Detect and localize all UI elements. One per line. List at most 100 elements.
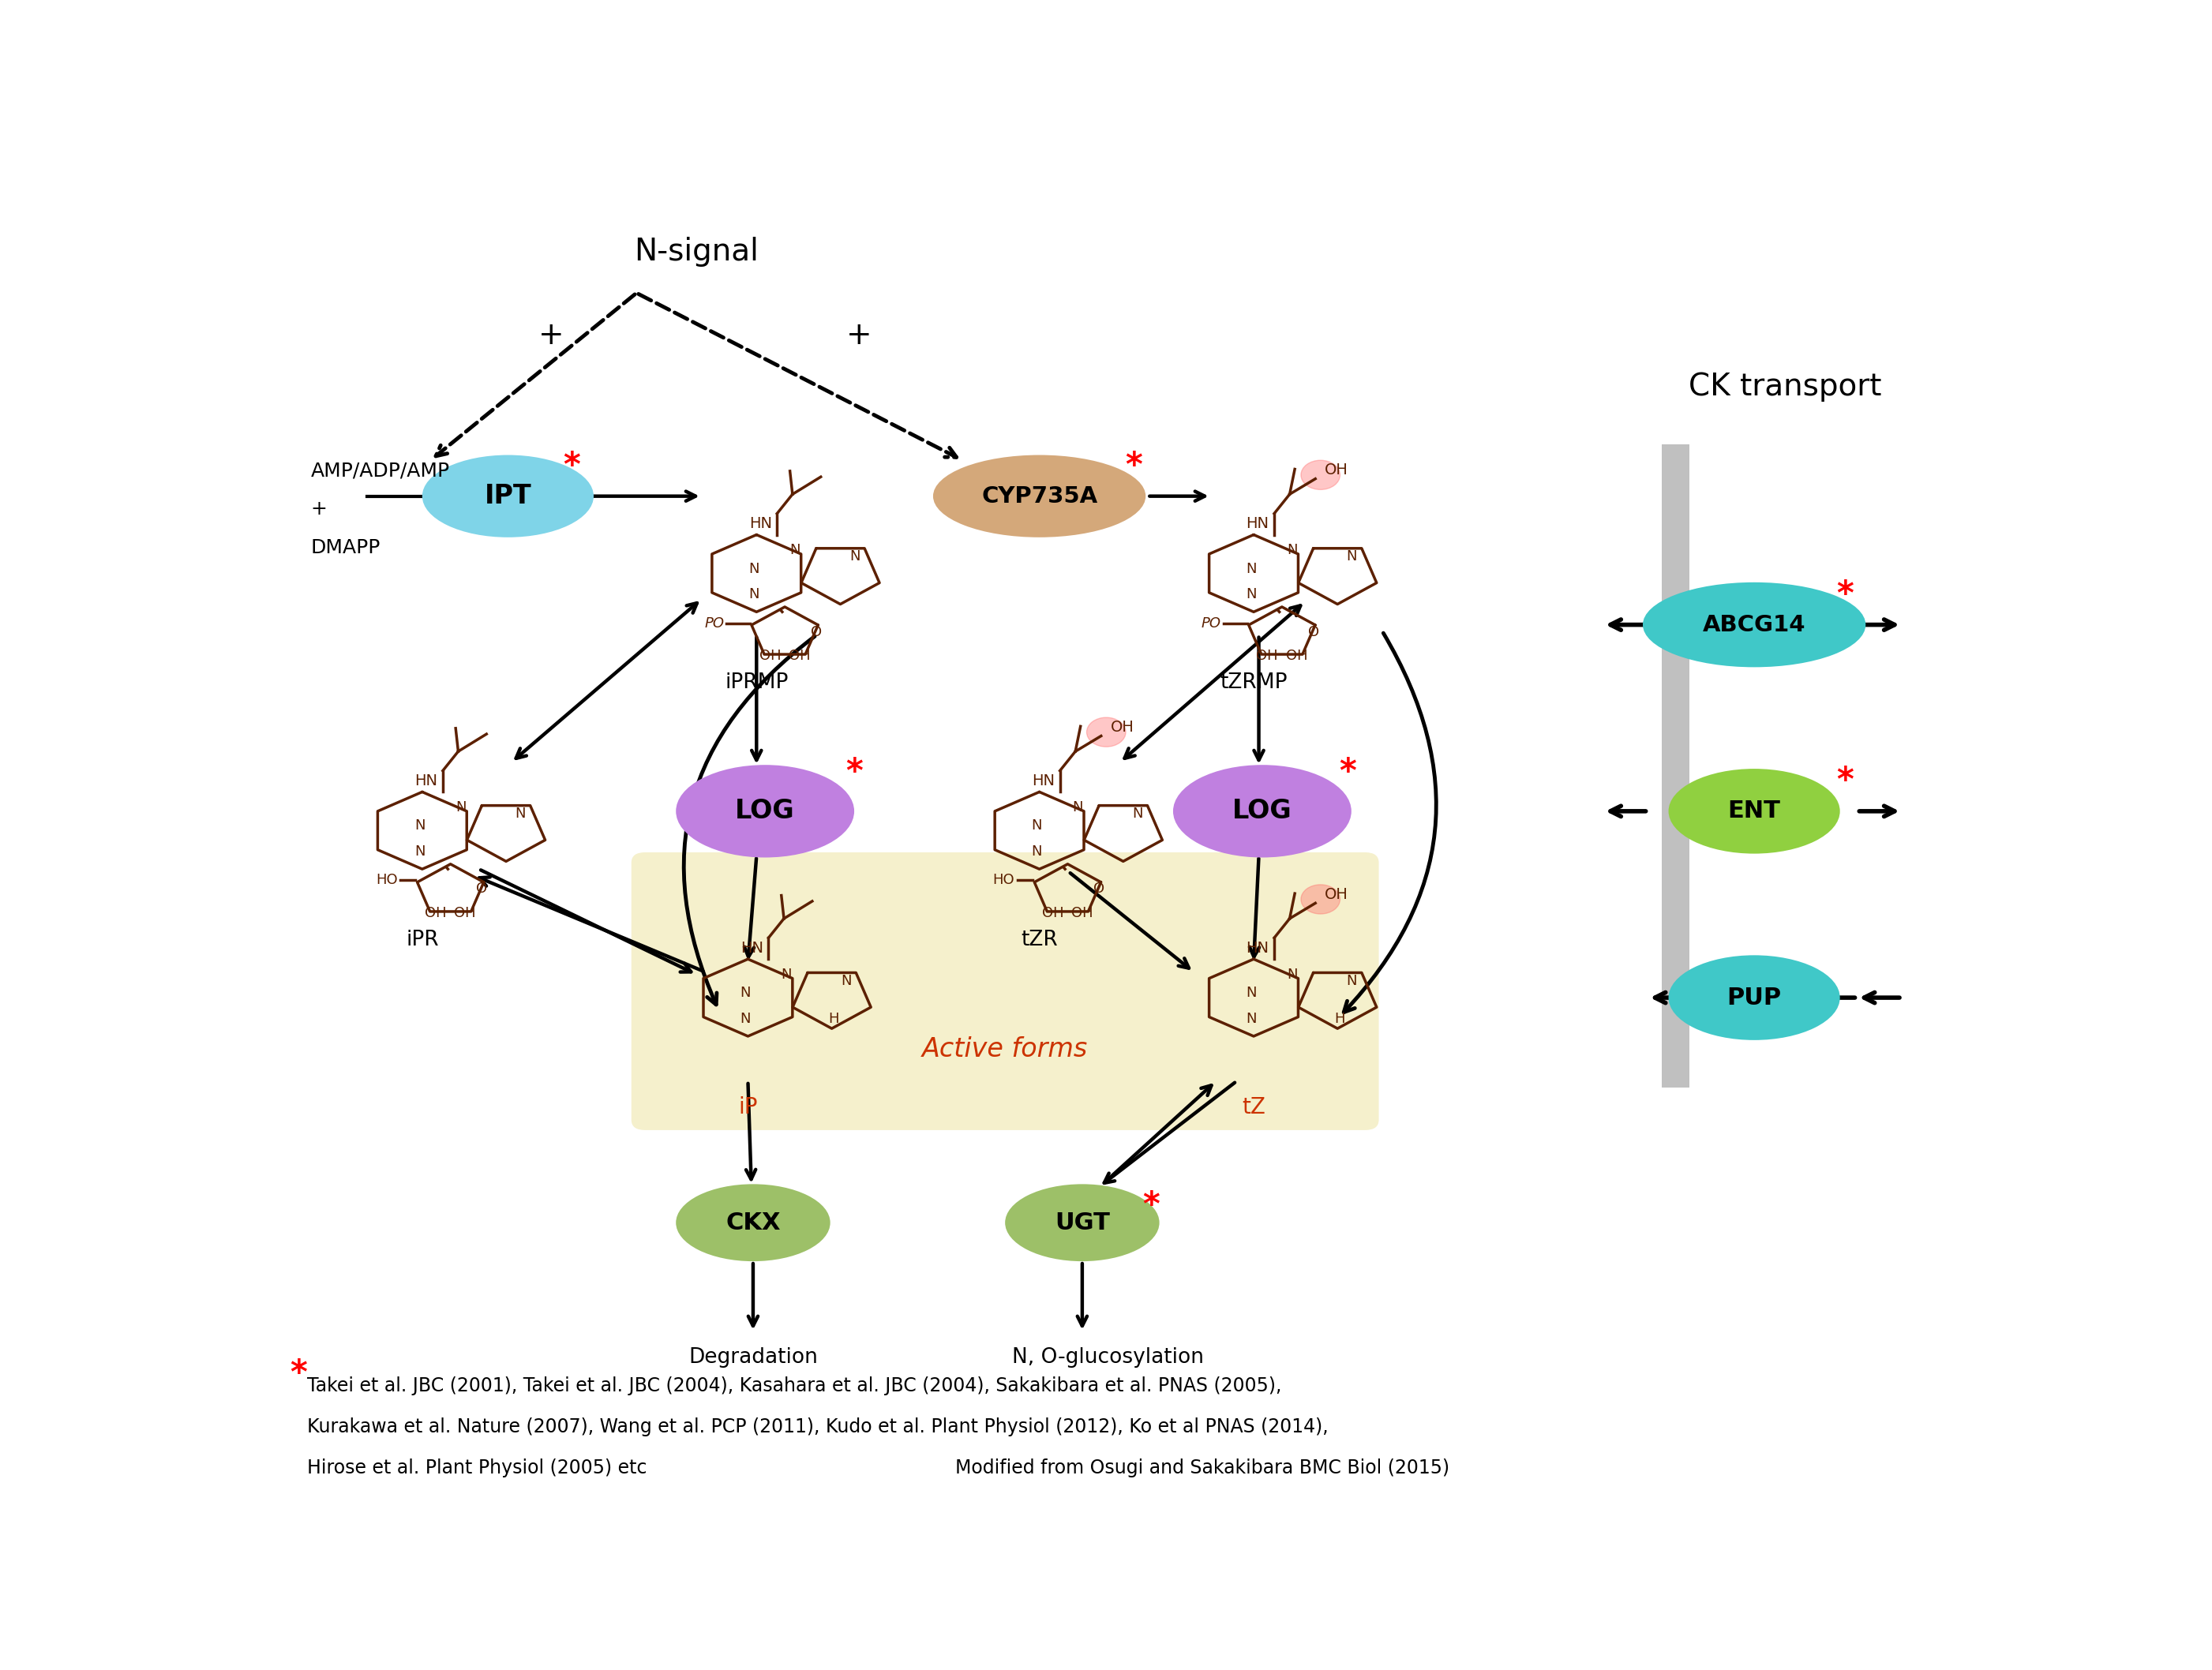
Circle shape [1086,718,1126,746]
Text: N: N [748,561,759,576]
Text: DMAPP: DMAPP [310,538,380,558]
Text: PO: PO [703,616,723,630]
Text: *: * [290,1358,307,1391]
Text: N-signal: N-signal [635,237,759,267]
Text: CYP735A: CYP735A [982,484,1097,508]
Text: N: N [414,818,425,833]
Text: HN: HN [741,940,763,955]
Text: OH: OH [759,650,781,663]
Text: PO: PO [1201,616,1221,630]
Text: Modified from Osugi and Sakakibara BMC Biol (2015): Modified from Osugi and Sakakibara BMC B… [956,1460,1449,1478]
Text: N: N [1287,543,1298,558]
Text: H: H [1334,1012,1345,1027]
Text: N: N [1245,985,1256,1000]
Text: PUP: PUP [1728,987,1781,1009]
Text: HO: HO [993,873,1015,887]
Text: O: O [476,882,487,897]
Ellipse shape [933,454,1146,538]
Text: N: N [1245,588,1256,601]
Text: N: N [1245,561,1256,576]
Circle shape [1301,885,1340,913]
Text: *: * [1141,1189,1159,1222]
Text: N: N [515,807,526,820]
Text: +: + [538,321,564,351]
Text: Takei et al. JBC (2001), Takei et al. JBC (2004), Kasahara et al. JBC (2004), Sa: Takei et al. JBC (2001), Takei et al. JB… [307,1376,1281,1396]
Text: OH: OH [1071,907,1093,920]
Text: N: N [781,967,792,982]
Text: N: N [456,800,467,815]
Text: tZRMP: tZRMP [1219,673,1287,693]
Text: HN: HN [1033,773,1055,788]
Text: N, O-glucosylation: N, O-glucosylation [1013,1348,1203,1368]
Text: *: * [1126,449,1141,483]
Text: *: * [1836,578,1854,611]
Text: iPR: iPR [405,930,438,950]
Text: UGT: UGT [1055,1211,1110,1234]
Text: *: * [845,757,863,790]
Text: OH: OH [453,907,476,920]
Ellipse shape [1172,765,1352,857]
Text: HN: HN [416,773,438,788]
Text: N: N [1347,974,1358,987]
Text: N: N [741,985,750,1000]
Text: N: N [790,543,801,558]
Text: N: N [748,588,759,601]
Text: O: O [1093,882,1104,897]
Text: ENT: ENT [1728,800,1781,823]
Text: N: N [1133,807,1144,820]
Text: N: N [1287,967,1298,982]
Text: OH: OH [1042,907,1064,920]
Text: N: N [1347,549,1358,563]
Text: N: N [1031,818,1042,833]
Text: AMP/ADP/AMP: AMP/ADP/AMP [310,461,449,479]
Circle shape [1301,461,1340,489]
Text: *: * [1338,757,1356,790]
Text: N: N [414,845,425,858]
FancyBboxPatch shape [630,852,1378,1131]
Text: CK transport: CK transport [1688,372,1882,402]
Text: CKX: CKX [726,1211,781,1234]
Text: N: N [849,549,860,563]
Text: O: O [1307,625,1318,640]
Ellipse shape [1644,583,1865,668]
Text: *: * [562,449,580,483]
Text: OH: OH [1325,887,1347,902]
Ellipse shape [677,1184,830,1261]
Text: H: H [830,1012,838,1027]
Ellipse shape [1668,768,1840,853]
Ellipse shape [677,765,854,857]
Text: N: N [1073,800,1084,815]
Text: O: O [810,625,823,640]
Text: N: N [1031,845,1042,858]
Text: ABCG14: ABCG14 [1703,613,1805,636]
Text: HN: HN [750,516,772,531]
Text: HO: HO [376,873,398,887]
Text: Degradation: Degradation [688,1348,818,1368]
Text: N: N [841,974,852,987]
Text: OH: OH [787,650,810,663]
Text: OH: OH [1325,463,1347,478]
Text: OH: OH [425,907,447,920]
Text: +: + [847,321,872,351]
Text: OH: OH [1285,650,1307,663]
Text: HN: HN [1245,940,1270,955]
Ellipse shape [422,454,593,538]
Text: *: * [1836,765,1854,798]
Text: LOG: LOG [734,798,794,825]
Text: iPRMP: iPRMP [726,673,787,693]
Text: Active forms: Active forms [922,1035,1088,1062]
Text: +: + [310,499,327,518]
Text: OH: OH [1110,720,1135,735]
Text: Hirose et al. Plant Physiol (2005) etc: Hirose et al. Plant Physiol (2005) etc [307,1460,648,1478]
Text: IPT: IPT [484,483,531,509]
Text: OH: OH [1256,650,1279,663]
Text: LOG: LOG [1232,798,1292,825]
Text: N: N [741,1012,750,1025]
Ellipse shape [1004,1184,1159,1261]
Text: tZ: tZ [1241,1096,1265,1117]
Text: HN: HN [1245,516,1270,531]
Text: tZR: tZR [1022,930,1057,950]
Bar [1661,444,1690,1087]
Text: Kurakawa et al. Nature (2007), Wang et al. PCP (2011), Kudo et al. Plant Physiol: Kurakawa et al. Nature (2007), Wang et a… [307,1418,1329,1436]
Ellipse shape [1668,955,1840,1040]
